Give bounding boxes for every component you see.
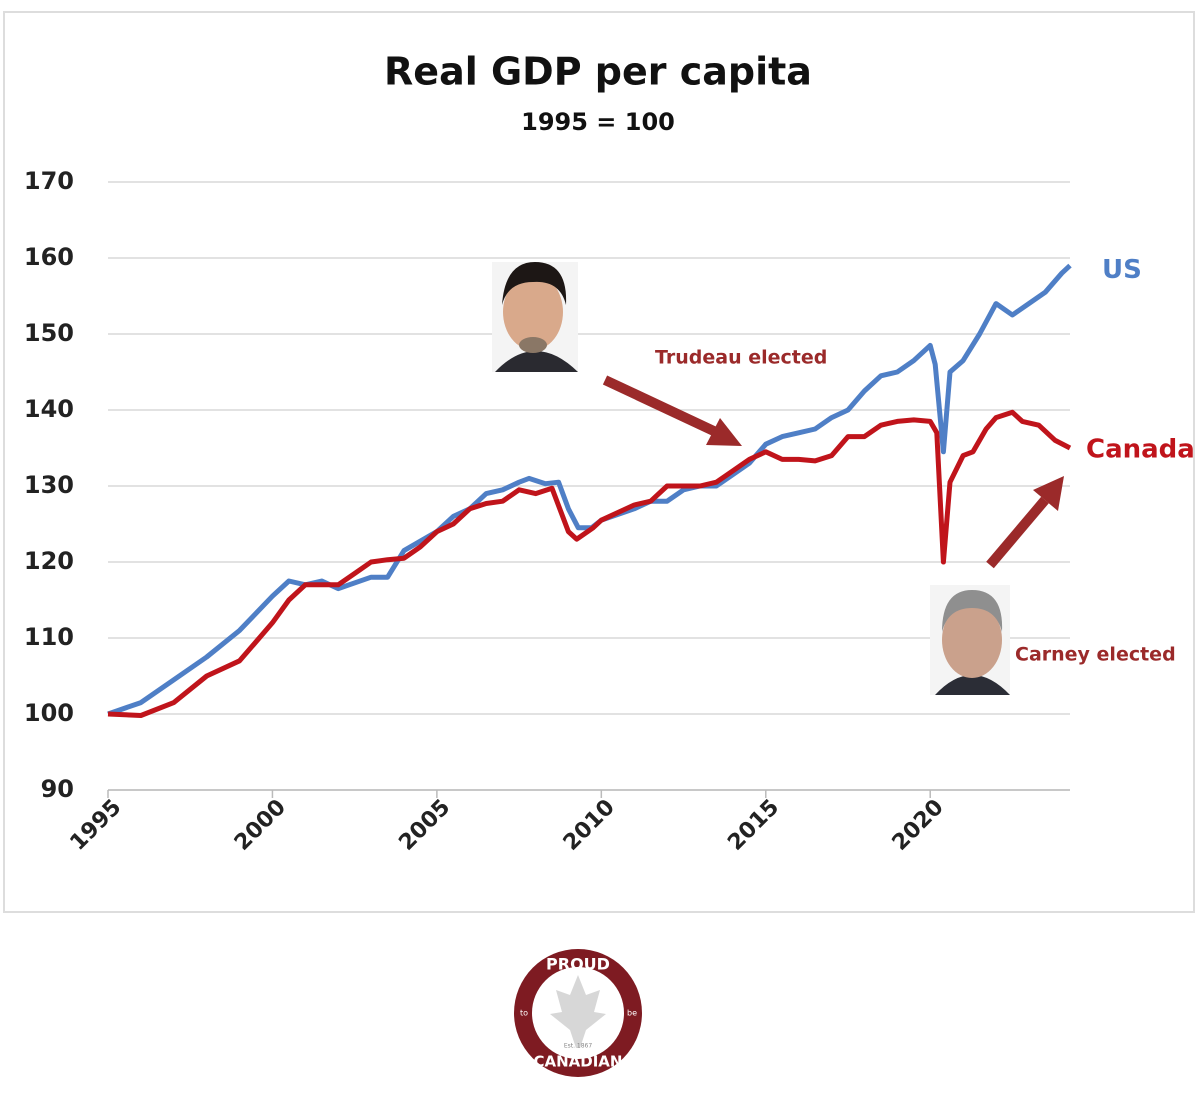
- annotation: Trudeau elected: [655, 347, 827, 369]
- series-label: US: [1102, 255, 1142, 285]
- y-tick-label: 100: [24, 699, 74, 727]
- chart-title: Real GDP per capita: [384, 50, 812, 94]
- logo-text: PROUD: [546, 955, 610, 974]
- logo-text: be: [627, 1009, 637, 1018]
- series-label: Canada: [1086, 435, 1195, 465]
- photo-carney: [930, 585, 1010, 695]
- logo-text: Est. 1867: [564, 1043, 593, 1050]
- logo: PROUD to be CANADIAN Est. 1867: [514, 949, 642, 1077]
- annotation: Carney elected: [1015, 644, 1176, 666]
- y-tick-label: 150: [24, 319, 74, 347]
- y-tick-label: 160: [24, 243, 74, 271]
- y-tick-label: 130: [24, 471, 74, 499]
- arrow: [602, 375, 742, 446]
- y-tick-label: 110: [24, 623, 74, 651]
- chart-subtitle: 1995 = 100: [521, 108, 675, 136]
- line-series: [107, 263, 1072, 717]
- y-tick-label: 140: [24, 395, 74, 423]
- logo-text: CANADIAN: [534, 1053, 623, 1071]
- logo-text: to: [520, 1009, 528, 1018]
- line-series: [107, 409, 1072, 718]
- y-tick-label: 120: [24, 547, 74, 575]
- photo-trudeau: [492, 262, 578, 372]
- y-tick-label: 170: [24, 167, 74, 195]
- arrow: [986, 476, 1064, 569]
- y-tick-label: 90: [41, 775, 74, 803]
- chart-frame: [3, 11, 1195, 913]
